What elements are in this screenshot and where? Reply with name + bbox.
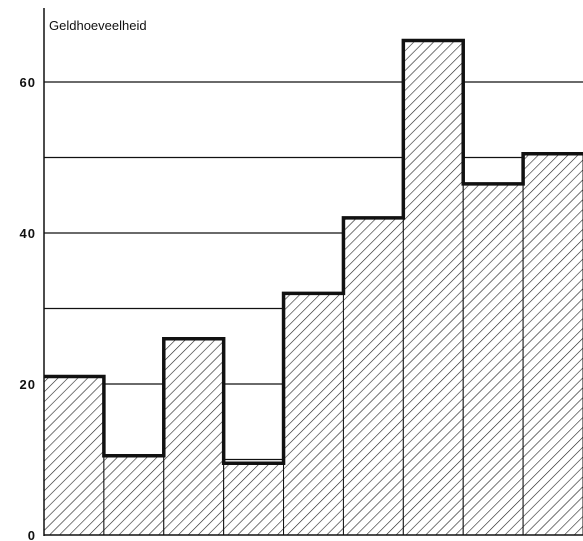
bar-6 bbox=[342, 217, 404, 536]
bar-2 bbox=[103, 455, 165, 536]
bar-9 bbox=[522, 153, 583, 536]
bar-3 bbox=[163, 338, 225, 536]
step-outline bbox=[44, 38, 583, 536]
step-line bbox=[44, 38, 583, 466]
bar-5 bbox=[283, 292, 344, 536]
y-tick-label-60: 60 bbox=[20, 75, 36, 90]
bars bbox=[43, 39, 583, 536]
bar-7 bbox=[402, 39, 464, 536]
bar-8 bbox=[462, 183, 524, 536]
y-tick-label-20: 20 bbox=[20, 377, 36, 392]
bar-1 bbox=[43, 375, 105, 536]
y-tick-labels: 0 20 40 60 bbox=[20, 75, 36, 541]
y-tick-label-0: 0 bbox=[28, 528, 36, 541]
bar-4 bbox=[223, 462, 285, 536]
y-tick-label-40: 40 bbox=[20, 226, 36, 241]
chart-title: Geldhoeveelheid bbox=[49, 18, 147, 33]
